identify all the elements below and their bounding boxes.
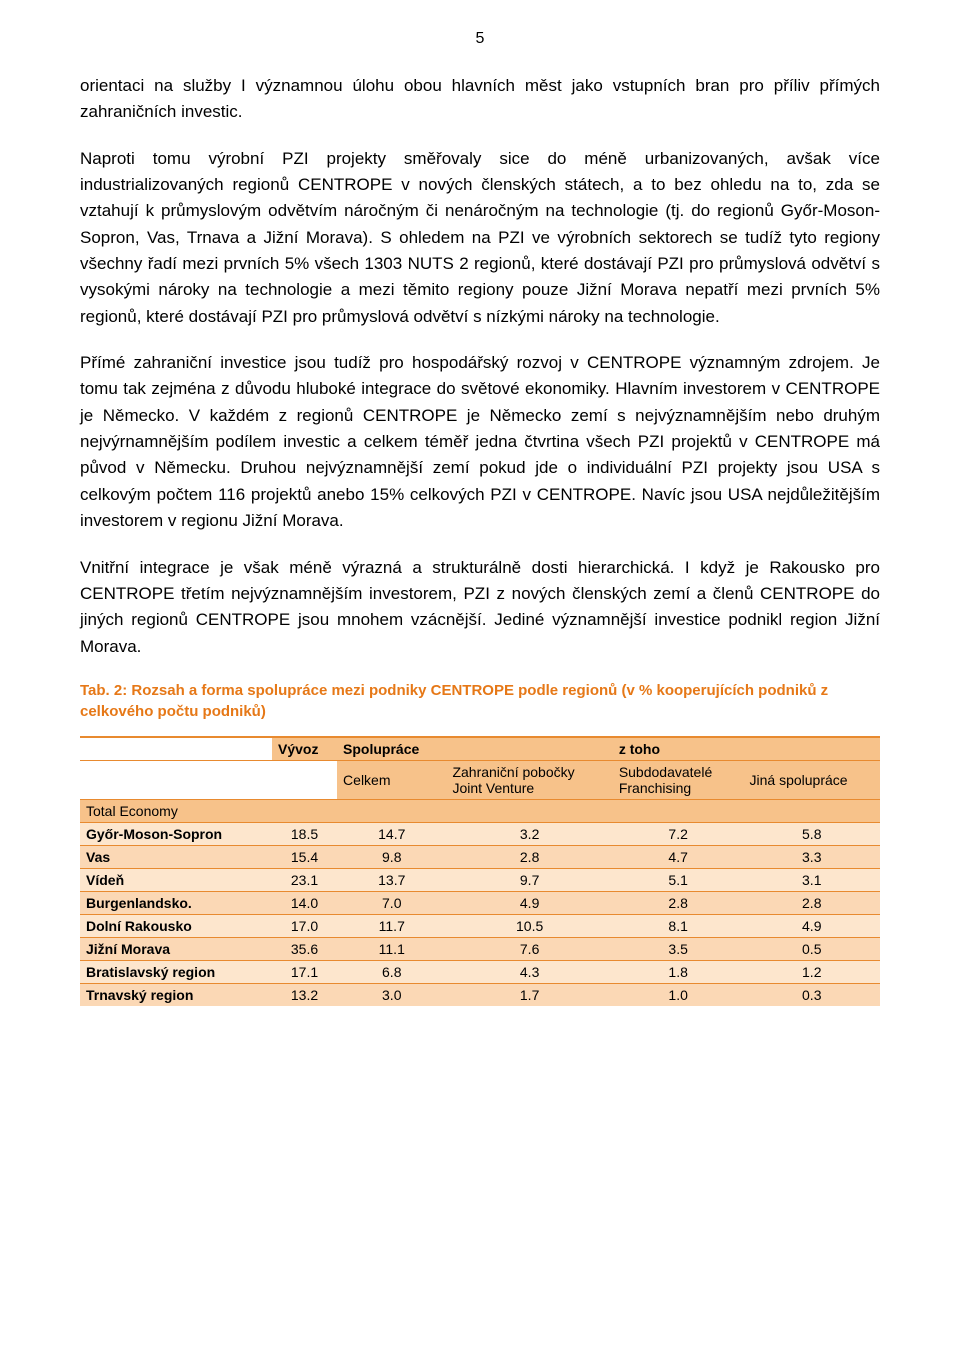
row-label: Győr-Moson-Sopron (80, 822, 272, 845)
hdr2-pobocky-l1: Zahraniční pobočky (452, 764, 574, 780)
table-row: Vas15.49.82.84.73.3 (80, 845, 880, 868)
table-row: Bratislavský region17.16.84.31.81.2 (80, 960, 880, 983)
row-label: Bratislavský region (80, 960, 272, 983)
cell-value: 5.1 (613, 868, 744, 891)
hdr-ztoho: z toho (613, 737, 744, 761)
cell-value: 2.8 (744, 891, 880, 914)
table-section-row: Total Economy (80, 799, 880, 822)
cell-value: 9.8 (337, 845, 446, 868)
cell-value: 35.6 (272, 937, 337, 960)
hdr2-pobocky: Zahraniční pobočky Joint Venture (446, 760, 612, 799)
row-label: Vas (80, 845, 272, 868)
table-row: Jižní Morava35.611.17.63.50.5 (80, 937, 880, 960)
cell-value: 4.9 (446, 891, 612, 914)
cell-value: 3.0 (337, 983, 446, 1006)
table-row: Vídeň23.113.79.75.13.1 (80, 868, 880, 891)
cell-value: 13.2 (272, 983, 337, 1006)
row-label: Dolní Rakousko (80, 914, 272, 937)
paragraph-2: Naproti tomu výrobní PZI projekty směřov… (80, 146, 880, 330)
row-label: Jižní Morava (80, 937, 272, 960)
cell-value: 3.1 (744, 868, 880, 891)
hdr2-celkem: Celkem (337, 760, 446, 799)
cooperation-table: Vývoz Spolupráce z toho Celkem Zahraničn… (80, 736, 880, 1006)
cell-value: 13.7 (337, 868, 446, 891)
row-label: Burgenlandsko. (80, 891, 272, 914)
cell-value: 14.0 (272, 891, 337, 914)
hdr-empty3 (744, 737, 880, 761)
cell-value: 4.9 (744, 914, 880, 937)
cell-value: 1.8 (613, 960, 744, 983)
cell-value: 6.8 (337, 960, 446, 983)
document-page: 5 orientaci na služby I významnou úlohu … (0, 0, 960, 1046)
hdr-empty2 (446, 737, 612, 761)
hdr2-subdod-l1: Subdodavatelé (619, 764, 712, 780)
cell-value: 7.6 (446, 937, 612, 960)
hdr2-subdod: Subdodavatelé Franchising (613, 760, 744, 799)
paragraph-1: orientaci na služby I významnou úlohu ob… (80, 73, 880, 126)
table-header-row-1: Vývoz Spolupráce z toho (80, 737, 880, 761)
cell-value: 0.3 (744, 983, 880, 1006)
cell-value: 2.8 (613, 891, 744, 914)
paragraph-4: Vnitřní integrace je však méně výrazná a… (80, 555, 880, 660)
hdr2-subdod-l2: Franchising (619, 780, 691, 796)
cell-value: 17.1 (272, 960, 337, 983)
cell-value: 2.8 (446, 845, 612, 868)
table-header-row-2: Celkem Zahraniční pobočky Joint Venture … (80, 760, 880, 799)
paragraph-3: Přímé zahraniční investice jsou tudíž pr… (80, 350, 880, 534)
cell-value: 1.0 (613, 983, 744, 1006)
cell-value: 3.3 (744, 845, 880, 868)
cell-value: 3.2 (446, 822, 612, 845)
cell-value: 8.1 (613, 914, 744, 937)
cell-value: 23.1 (272, 868, 337, 891)
cell-value: 5.8 (744, 822, 880, 845)
cell-value: 1.7 (446, 983, 612, 1006)
table-row: Burgenlandsko.14.07.04.92.82.8 (80, 891, 880, 914)
cell-value: 14.7 (337, 822, 446, 845)
table-row: Trnavský region13.23.01.71.00.3 (80, 983, 880, 1006)
cell-value: 0.5 (744, 937, 880, 960)
cell-value: 10.5 (446, 914, 612, 937)
table-body: Győr-Moson-Sopron18.514.73.27.25.8Vas15.… (80, 822, 880, 1006)
cell-value: 7.0 (337, 891, 446, 914)
hdr2-jina: Jiná spolupráce (744, 760, 880, 799)
cell-value: 15.4 (272, 845, 337, 868)
page-number: 5 (80, 30, 880, 48)
cell-value: 1.2 (744, 960, 880, 983)
row-label: Trnavský region (80, 983, 272, 1006)
hdr2-pobocky-l2: Joint Venture (452, 780, 534, 796)
hdr-total-economy: Total Economy (80, 799, 880, 822)
cell-value: 9.7 (446, 868, 612, 891)
table-header: Vývoz Spolupráce z toho Celkem Zahraničn… (80, 737, 880, 823)
table-row: Győr-Moson-Sopron18.514.73.27.25.8 (80, 822, 880, 845)
hdr-empty (80, 737, 272, 761)
cell-value: 11.7 (337, 914, 446, 937)
cell-value: 18.5 (272, 822, 337, 845)
hdr2-empty2 (272, 760, 337, 799)
cell-value: 11.1 (337, 937, 446, 960)
cell-value: 17.0 (272, 914, 337, 937)
cell-value: 4.7 (613, 845, 744, 868)
hdr-vyvoz: Vývoz (272, 737, 337, 761)
row-label: Vídeň (80, 868, 272, 891)
cell-value: 3.5 (613, 937, 744, 960)
table-row: Dolní Rakousko17.011.710.58.14.9 (80, 914, 880, 937)
table-caption: Tab. 2: Rozsah a forma spolupráce mezi p… (80, 680, 880, 722)
hdr-spoluprace: Spolupráce (337, 737, 446, 761)
cell-value: 7.2 (613, 822, 744, 845)
hdr2-empty (80, 760, 272, 799)
cell-value: 4.3 (446, 960, 612, 983)
